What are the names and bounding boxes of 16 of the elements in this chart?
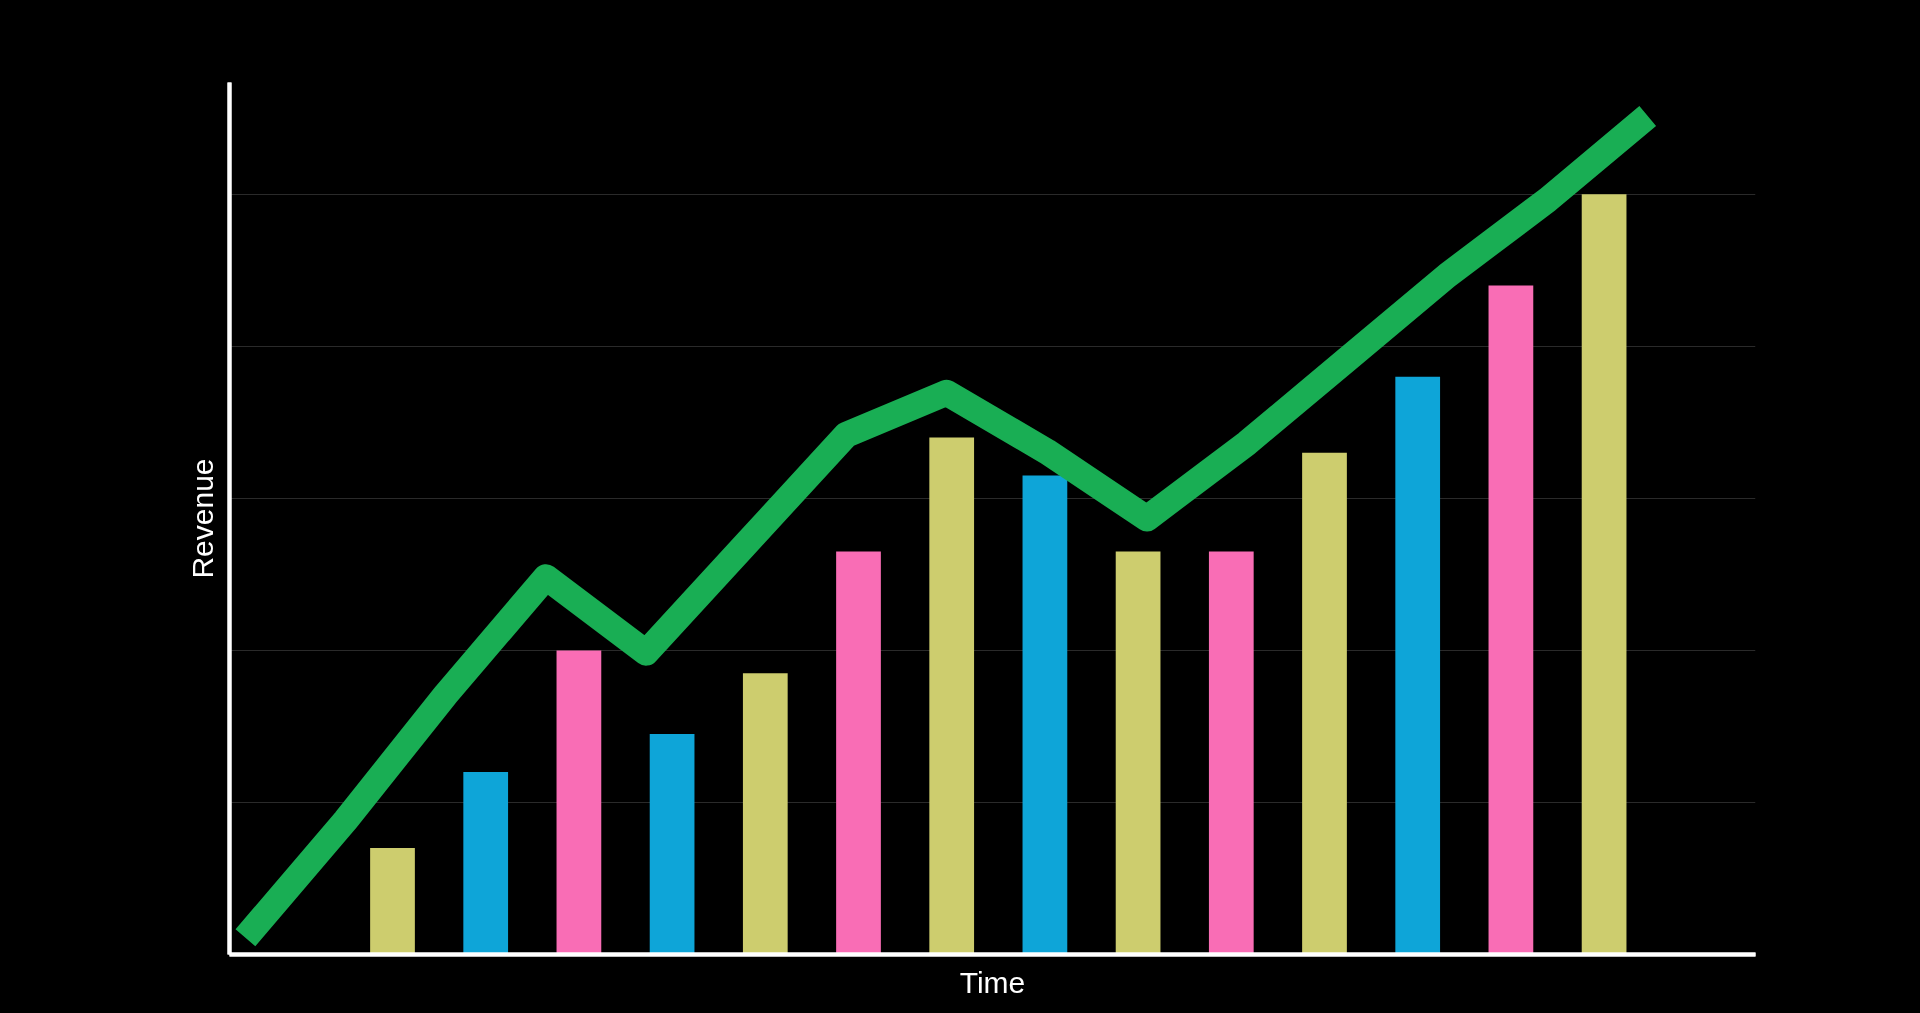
y-axis-title: Revenue: [185, 458, 219, 579]
bar: [929, 437, 975, 955]
bar: [1115, 551, 1161, 955]
bar: [742, 673, 788, 955]
bar: [1488, 285, 1534, 955]
bar: [463, 772, 509, 955]
bar: [1581, 194, 1627, 955]
bar: [370, 848, 415, 955]
bar: [1302, 452, 1347, 955]
bar: [1022, 475, 1068, 955]
bar: [649, 734, 695, 955]
bar: [836, 551, 881, 955]
x-axis-title: Time: [959, 965, 1026, 999]
bar: [1395, 376, 1441, 955]
bar: [1208, 551, 1254, 955]
bar: [556, 650, 602, 955]
